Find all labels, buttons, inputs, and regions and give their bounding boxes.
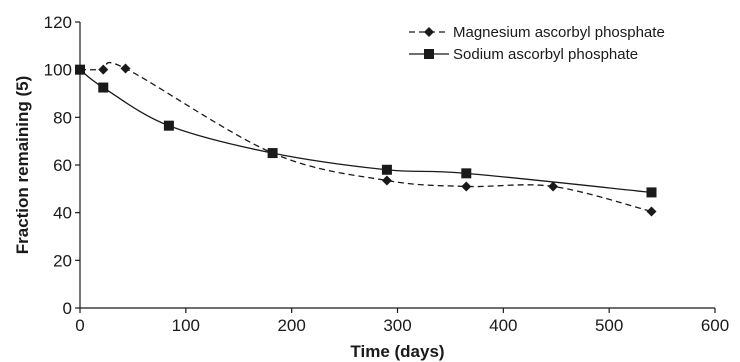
legend-marker-diamond	[424, 27, 434, 37]
y-tick-label: 80	[53, 108, 72, 127]
x-axis-title: Time (days)	[350, 342, 444, 361]
legend-item-1: Sodium ascorbyl phosphate	[409, 46, 638, 63]
x-tick-label: 200	[277, 316, 305, 335]
data-point-diamond	[98, 64, 109, 75]
data-point-diamond	[461, 181, 472, 192]
x-tick-label: 0	[75, 316, 84, 335]
y-tick-label: 100	[44, 61, 72, 80]
series-0	[75, 62, 657, 217]
series-line	[79, 62, 652, 213]
y-tick-label: 20	[53, 251, 72, 270]
y-tick-label: 120	[44, 13, 72, 32]
x-axis: 0 100 200 300 400 500 600	[75, 307, 729, 335]
legend-label: Magnesium ascorbyl phosphate	[453, 24, 665, 41]
data-point-diamond	[548, 181, 559, 192]
y-tick-label: 0	[63, 299, 72, 318]
y-axis: 0 20 40 60 80 100 120	[44, 13, 81, 318]
data-point-diamond	[381, 175, 392, 186]
y-axis-title: Fraction remaining (5)	[13, 76, 32, 255]
series-area	[75, 62, 657, 217]
data-point-square	[163, 120, 174, 131]
data-point-diamond	[646, 206, 657, 217]
legend-marker-square	[424, 49, 434, 59]
data-point-square	[98, 82, 109, 93]
y-tick-label: 60	[53, 156, 72, 175]
data-point-square	[75, 64, 85, 75]
y-tick-label: 40	[53, 204, 72, 223]
data-point-square	[267, 148, 278, 159]
data-point-diamond	[120, 63, 131, 74]
x-tick-label: 500	[595, 316, 623, 335]
data-point-square	[646, 187, 657, 198]
series-line	[79, 69, 652, 194]
data-point-square	[461, 168, 472, 179]
x-tick-label: 300	[383, 316, 411, 335]
legend: Magnesium ascorbyl phosphate Sodium ascor…	[409, 24, 665, 63]
x-tick-label: 400	[489, 316, 517, 335]
x-tick-label: 600	[701, 316, 729, 335]
legend-item-0: Magnesium ascorbyl phosphate	[409, 24, 665, 41]
x-tick-label: 100	[172, 316, 200, 335]
series-1	[75, 64, 657, 198]
data-point-square	[381, 164, 392, 175]
legend-label: Sodium ascorbyl phosphate	[453, 46, 638, 63]
